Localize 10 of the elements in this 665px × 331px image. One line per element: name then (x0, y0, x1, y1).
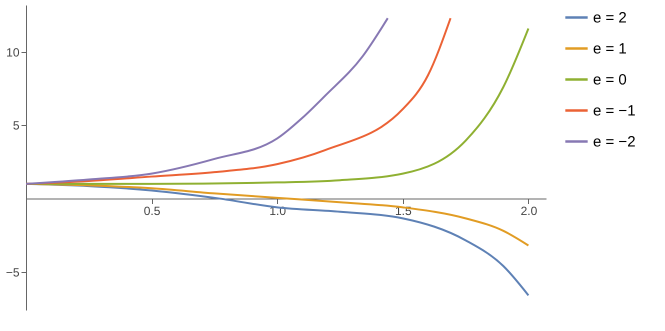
y-tick-label: 5 (12, 118, 20, 133)
legend-label: e = 1 (593, 40, 627, 58)
y-tick-label: −5 (6, 265, 20, 280)
x-tick-label: 0.5 (144, 204, 161, 218)
legend-label: e = −1 (593, 102, 636, 120)
legend-label: e = 0 (593, 72, 627, 88)
x-tick-label: 2.0 (520, 204, 538, 218)
legend-label: e = 2 (593, 10, 627, 26)
y-tick-label: 10 (6, 45, 20, 60)
legend-label: e = −2 (593, 134, 636, 150)
